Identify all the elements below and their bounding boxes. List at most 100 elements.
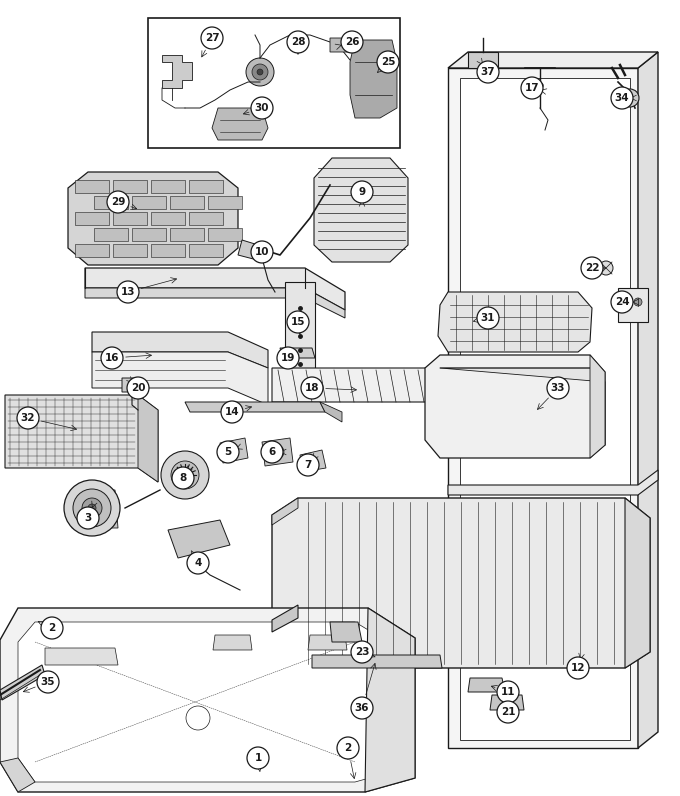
Polygon shape [285,282,315,398]
Polygon shape [638,52,658,748]
Circle shape [257,69,263,75]
Polygon shape [132,196,166,209]
Text: 1: 1 [254,753,262,763]
Polygon shape [85,268,345,310]
Polygon shape [448,68,638,748]
Polygon shape [280,348,315,358]
Circle shape [377,51,399,73]
Polygon shape [625,498,650,668]
Text: 8: 8 [180,473,186,483]
Circle shape [611,87,633,109]
Circle shape [301,377,323,399]
Polygon shape [151,180,185,193]
Circle shape [82,498,102,518]
Polygon shape [170,196,204,209]
Text: 20: 20 [131,383,146,393]
Polygon shape [94,196,128,209]
Text: 24: 24 [615,297,629,307]
Polygon shape [113,244,147,257]
Text: 31: 31 [481,313,495,323]
Circle shape [186,706,210,730]
Circle shape [252,64,268,80]
Circle shape [201,27,223,49]
Text: 36: 36 [355,703,369,713]
Circle shape [221,401,243,423]
Circle shape [247,747,269,769]
Circle shape [621,89,639,107]
Text: 9: 9 [358,187,366,197]
Polygon shape [320,402,342,422]
Circle shape [172,467,194,489]
Polygon shape [0,665,45,700]
Polygon shape [425,355,605,458]
Polygon shape [68,172,238,265]
Polygon shape [300,450,326,472]
Text: 11: 11 [500,687,515,697]
Circle shape [547,377,569,399]
Polygon shape [162,55,192,88]
Polygon shape [440,368,462,418]
Polygon shape [460,78,630,740]
Polygon shape [448,52,658,68]
Text: 22: 22 [585,263,599,273]
Text: 23: 23 [355,647,369,657]
Text: 6: 6 [269,447,275,457]
Text: 34: 34 [615,93,629,103]
Polygon shape [5,395,158,482]
Text: 3: 3 [84,513,92,523]
Circle shape [611,291,633,313]
Polygon shape [440,368,605,382]
Circle shape [581,257,603,279]
Text: 5: 5 [224,447,232,457]
Circle shape [127,377,149,399]
Text: 7: 7 [305,460,311,470]
Circle shape [107,191,129,213]
Circle shape [287,311,309,333]
Circle shape [251,241,273,263]
Circle shape [217,441,239,463]
Polygon shape [272,605,298,632]
Text: 4: 4 [194,558,202,568]
Polygon shape [85,288,345,318]
Polygon shape [272,498,650,668]
Circle shape [624,298,632,306]
Circle shape [261,441,283,463]
Circle shape [297,454,319,476]
Polygon shape [308,635,347,650]
Polygon shape [212,108,268,140]
Polygon shape [122,378,145,392]
Text: 29: 29 [111,197,125,207]
Text: 15: 15 [291,317,305,327]
Polygon shape [189,212,223,225]
Circle shape [599,261,613,275]
Circle shape [37,671,59,693]
Circle shape [634,298,642,306]
Text: 28: 28 [291,37,305,47]
Circle shape [497,701,519,723]
Circle shape [351,697,373,719]
Polygon shape [168,520,230,558]
Circle shape [351,641,373,663]
Polygon shape [314,158,408,262]
Polygon shape [330,38,358,52]
Text: 10: 10 [255,247,269,257]
Circle shape [117,281,139,303]
Polygon shape [365,608,415,792]
Text: 37: 37 [481,67,495,77]
Polygon shape [113,212,147,225]
Polygon shape [75,180,109,193]
Text: 35: 35 [41,677,55,687]
Circle shape [337,737,359,759]
Text: 21: 21 [500,707,515,717]
Polygon shape [92,332,268,368]
Polygon shape [330,622,362,642]
Polygon shape [185,402,325,412]
Polygon shape [138,395,158,482]
Circle shape [521,77,543,99]
Polygon shape [45,648,118,665]
Circle shape [497,681,519,703]
Text: 26: 26 [345,37,359,47]
Polygon shape [312,655,442,668]
Polygon shape [350,40,397,118]
Circle shape [41,617,63,639]
